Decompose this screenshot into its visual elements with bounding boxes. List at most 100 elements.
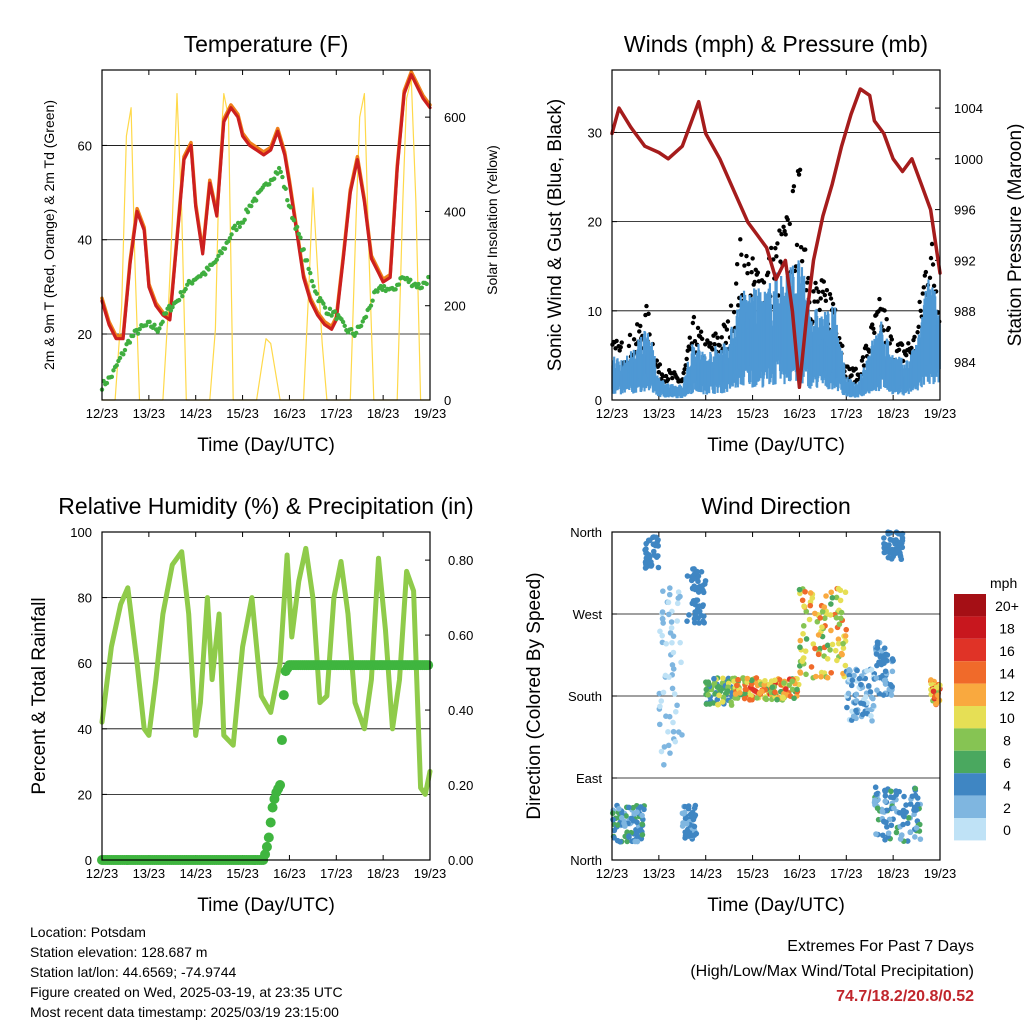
direction-point bbox=[660, 620, 666, 626]
direction-point bbox=[616, 805, 622, 812]
direction-point bbox=[703, 701, 710, 707]
direction-point bbox=[813, 673, 819, 680]
direction-point bbox=[874, 641, 881, 648]
legend-label: 18 bbox=[999, 621, 1015, 637]
direction-point bbox=[909, 793, 916, 800]
direction-point bbox=[614, 837, 621, 844]
direction-point bbox=[872, 797, 878, 803]
direction-point bbox=[833, 615, 840, 621]
direction-point bbox=[808, 664, 815, 670]
direction-point bbox=[837, 587, 844, 594]
dewpoint-point bbox=[332, 309, 338, 314]
dewpoint-point bbox=[396, 282, 402, 287]
direction-point bbox=[696, 603, 703, 609]
dewpoint-point bbox=[117, 355, 123, 361]
direction-point bbox=[659, 609, 666, 615]
gust-point bbox=[909, 345, 914, 351]
humidity-line bbox=[99, 545, 433, 797]
gust-point bbox=[752, 279, 757, 285]
dewpoint-point bbox=[309, 278, 315, 284]
direction-point bbox=[797, 644, 803, 651]
y-tick-label: 0 bbox=[85, 853, 92, 868]
direction-point bbox=[651, 552, 658, 558]
gust-point bbox=[719, 335, 724, 340]
gust-point bbox=[626, 343, 632, 349]
dewpoint-point bbox=[144, 323, 149, 328]
y2-tick-label: 984 bbox=[954, 355, 976, 370]
direction-point bbox=[882, 668, 889, 675]
direction-point bbox=[666, 591, 673, 598]
legend-label: 20+ bbox=[995, 598, 1019, 614]
gust-point bbox=[627, 332, 633, 338]
direction-point bbox=[819, 608, 826, 615]
gust-point bbox=[816, 289, 821, 295]
gust-point bbox=[728, 303, 734, 308]
temperature-y2label: Solar Insolation (Yellow) bbox=[484, 145, 500, 295]
gust-point bbox=[717, 343, 722, 348]
direction-point bbox=[881, 645, 888, 651]
direction-point bbox=[754, 695, 760, 701]
direction-point bbox=[827, 647, 833, 653]
gust-point bbox=[774, 254, 779, 259]
direction-point bbox=[789, 678, 796, 685]
direction-point bbox=[763, 696, 770, 703]
direction-point bbox=[663, 640, 669, 647]
direction-point bbox=[679, 732, 685, 738]
precip-point bbox=[423, 660, 434, 671]
y2-tick-label: 996 bbox=[954, 203, 976, 218]
direction-point bbox=[860, 700, 867, 707]
x-tick-label: 18/23 bbox=[877, 406, 910, 421]
gust-point bbox=[853, 366, 858, 372]
direction-point bbox=[632, 838, 639, 845]
direction-point bbox=[654, 539, 660, 546]
gust-point bbox=[663, 373, 669, 379]
gust-point bbox=[912, 334, 917, 340]
direction-point bbox=[698, 568, 705, 575]
dewpoint-point bbox=[370, 298, 375, 303]
direction-point bbox=[618, 815, 625, 821]
direction-point bbox=[694, 568, 700, 575]
dewpoint-point bbox=[216, 253, 221, 259]
direction-point bbox=[799, 658, 806, 665]
gust-point bbox=[713, 331, 718, 336]
direction-point bbox=[634, 819, 640, 826]
gust-point bbox=[619, 340, 624, 345]
gust-point bbox=[920, 291, 925, 296]
direction-point bbox=[913, 825, 920, 831]
direction-point bbox=[691, 805, 698, 811]
dewpoint-point bbox=[349, 327, 354, 332]
gust-point bbox=[765, 270, 771, 275]
direction-point bbox=[669, 685, 676, 692]
direction-point bbox=[677, 593, 683, 600]
direction-point bbox=[666, 713, 673, 720]
precip-point bbox=[275, 780, 286, 791]
direction-point bbox=[670, 649, 677, 656]
direction-point bbox=[904, 820, 911, 827]
direction-point bbox=[850, 713, 857, 720]
dewpoint-point bbox=[306, 266, 311, 272]
direction-point bbox=[815, 632, 822, 638]
legend-swatch bbox=[954, 728, 986, 751]
direction-point bbox=[891, 805, 897, 812]
direction-point bbox=[628, 815, 635, 822]
dewpoint-point bbox=[276, 165, 282, 171]
direction-point bbox=[884, 824, 890, 830]
direction-point bbox=[705, 681, 712, 687]
direction-point bbox=[803, 671, 809, 678]
direction-point bbox=[882, 793, 889, 799]
direction-point bbox=[898, 832, 905, 839]
station-location: Location: Potsdam bbox=[30, 924, 146, 940]
direction-point bbox=[658, 748, 665, 755]
direction-point bbox=[806, 616, 813, 623]
gust-point bbox=[886, 325, 891, 331]
direction-point bbox=[623, 813, 629, 819]
direction-point bbox=[724, 688, 731, 694]
legend-swatch bbox=[954, 616, 986, 639]
direction-point bbox=[828, 627, 834, 634]
direction-point bbox=[890, 537, 897, 544]
dewpoint-point bbox=[326, 311, 331, 317]
direction-point bbox=[659, 632, 666, 639]
dewpoint-point bbox=[104, 380, 110, 386]
precip-point bbox=[263, 832, 274, 843]
direction-point bbox=[802, 588, 808, 595]
